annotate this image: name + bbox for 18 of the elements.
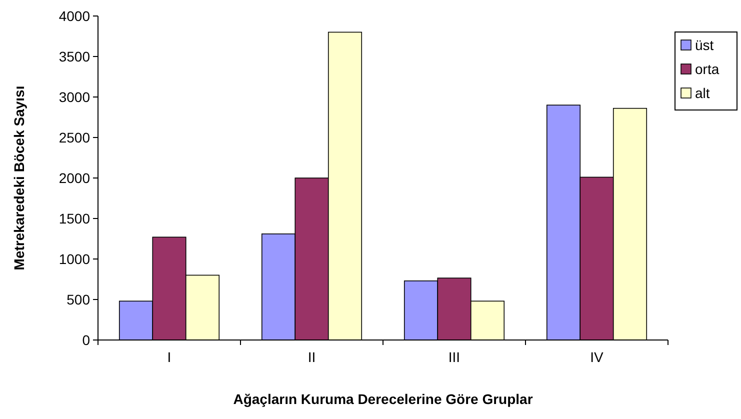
x-axis-title: Ağaçların Kuruma Derecelerine Göre Gruplar: [233, 391, 534, 407]
y-tick-label: 2000: [58, 170, 90, 186]
y-tick-label: 3500: [58, 48, 90, 64]
x-tick-label: III: [448, 349, 460, 365]
legend-label: üst: [695, 36, 714, 53]
legend-label: orta: [695, 60, 720, 77]
y-tick-label: 3000: [58, 88, 90, 105]
y-axis-title: Metrekaredeki Böcek Sayısı: [11, 86, 27, 270]
y-tick-label: 2500: [58, 129, 90, 146]
x-tick-label: IV: [590, 349, 604, 365]
x-tick-label: II: [308, 349, 316, 365]
x-tick-label: I: [167, 349, 172, 365]
legend-label: alt: [695, 84, 710, 101]
y-tick-label: 500: [66, 291, 90, 308]
y-tick-label: 0: [82, 332, 90, 348]
y-tick-label: 1000: [58, 250, 90, 267]
y-tick-label: 1500: [58, 210, 90, 226]
y-tick-label: 4000: [58, 8, 90, 24]
